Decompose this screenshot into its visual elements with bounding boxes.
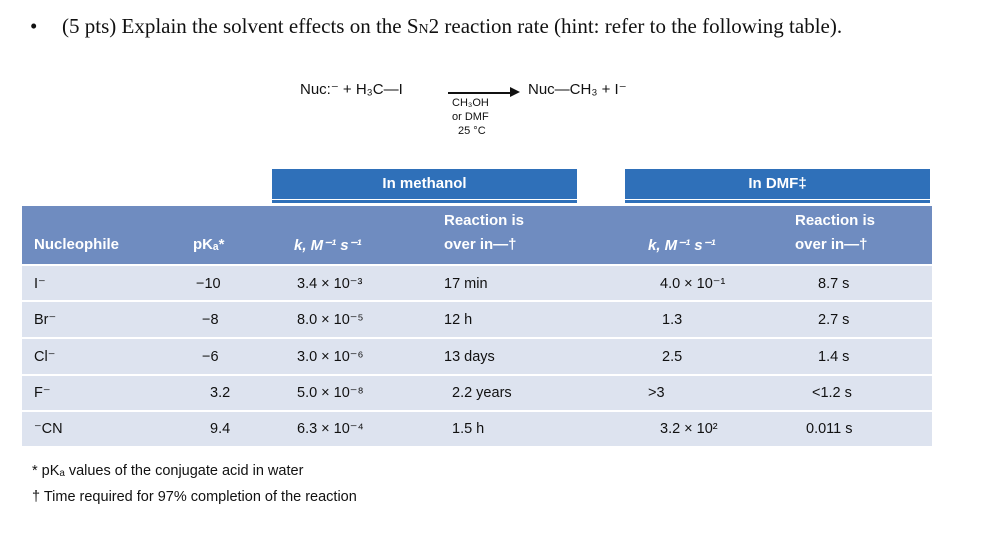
cell-k-dmf: 1.3 <box>662 312 683 328</box>
cell-nucleophile: I⁻ <box>34 276 46 292</box>
reaction-products: Nuc—CH₃ + I⁻ <box>528 81 627 98</box>
cell-k-dmf: 2.5 <box>662 349 683 365</box>
cell-time-methanol: 13 days <box>444 349 495 365</box>
methanol-header: In methanol <box>272 169 577 199</box>
table-header-band <box>22 206 932 264</box>
col-header-nucleophile: Nucleophile <box>34 236 120 253</box>
cell-nucleophile: Br⁻ <box>34 312 57 328</box>
col-header-k-dmf: k, M⁻¹ s⁻¹ <box>648 237 716 254</box>
bullet: • <box>30 14 38 38</box>
methanol-header-rule <box>272 200 577 203</box>
question-sentence: (5 pts) Explain the solvent effects on t… <box>62 14 843 38</box>
cell-k-methanol: 3.4 × 10⁻³ <box>297 276 363 292</box>
footnote-time: † Time required for 97% completion of th… <box>32 489 357 505</box>
row-separator <box>22 337 932 339</box>
row-separator <box>22 264 932 266</box>
cell-k-dmf: >3 <box>648 385 665 401</box>
cell-k-methanol: 6.3 × 10⁻⁴ <box>297 421 364 437</box>
cell-k-dmf: 3.2 × 10² <box>660 421 718 437</box>
cell-pka: −6 <box>202 349 219 365</box>
cell-time-dmf: 0.011 s <box>806 421 853 437</box>
reaction-arrow <box>448 92 516 94</box>
col-header-k-methanol: k, M⁻¹ s⁻¹ <box>294 237 362 254</box>
col-header-time-dmf-line2: over in—† <box>795 236 868 253</box>
dmf-header: In DMF‡ <box>625 169 930 199</box>
cell-pka: −8 <box>202 312 219 328</box>
condition-solvent-2: or DMF <box>452 111 489 123</box>
cell-time-methanol: 17 min <box>444 276 488 292</box>
col-header-time-dmf-line1: Reaction is <box>795 212 876 229</box>
condition-solvent-1: CH₃OH <box>452 97 489 109</box>
cell-time-dmf: <1.2 s <box>812 385 852 401</box>
cell-time-methanol: 2.2 years <box>452 385 512 401</box>
row-separator <box>22 300 932 302</box>
col-header-pka: pKₐ* <box>193 236 225 253</box>
cell-time-methanol: 12 h <box>444 312 473 328</box>
cell-pka: 9.4 <box>210 421 231 437</box>
col-header-time-methanol-line2: over in—† <box>444 236 517 253</box>
cell-k-dmf: 4.0 × 10⁻¹ <box>660 276 726 292</box>
cell-time-dmf: 1.4 s <box>818 349 850 365</box>
row-separator <box>22 374 932 376</box>
cell-nucleophile: F⁻ <box>34 385 51 401</box>
cell-time-dmf: 8.7 s <box>818 276 850 292</box>
cell-pka: 3.2 <box>210 385 231 401</box>
cell-time-dmf: 2.7 s <box>818 312 850 328</box>
cell-k-methanol: 3.0 × 10⁻⁶ <box>297 349 364 365</box>
cell-k-methanol: 5.0 × 10⁻⁸ <box>297 385 364 401</box>
cell-time-methanol: 1.5 h <box>452 421 485 437</box>
cell-k-methanol: 8.0 × 10⁻⁵ <box>297 312 364 328</box>
footnote-pka: * pKₐ values of the conjugate acid in wa… <box>32 463 304 479</box>
dmf-header-rule <box>625 200 930 203</box>
reaction-reactants: Nuc:⁻ + H₃C—I <box>300 81 403 98</box>
condition-temperature: 25 °C <box>458 125 486 137</box>
reaction-arrow-head <box>510 87 520 97</box>
cell-pka: −10 <box>196 276 221 292</box>
row-separator <box>22 410 932 412</box>
col-header-time-methanol-line1: Reaction is <box>444 212 525 229</box>
cell-nucleophile: Cl⁻ <box>34 349 56 365</box>
cell-nucleophile: ⁻CN <box>34 421 63 437</box>
